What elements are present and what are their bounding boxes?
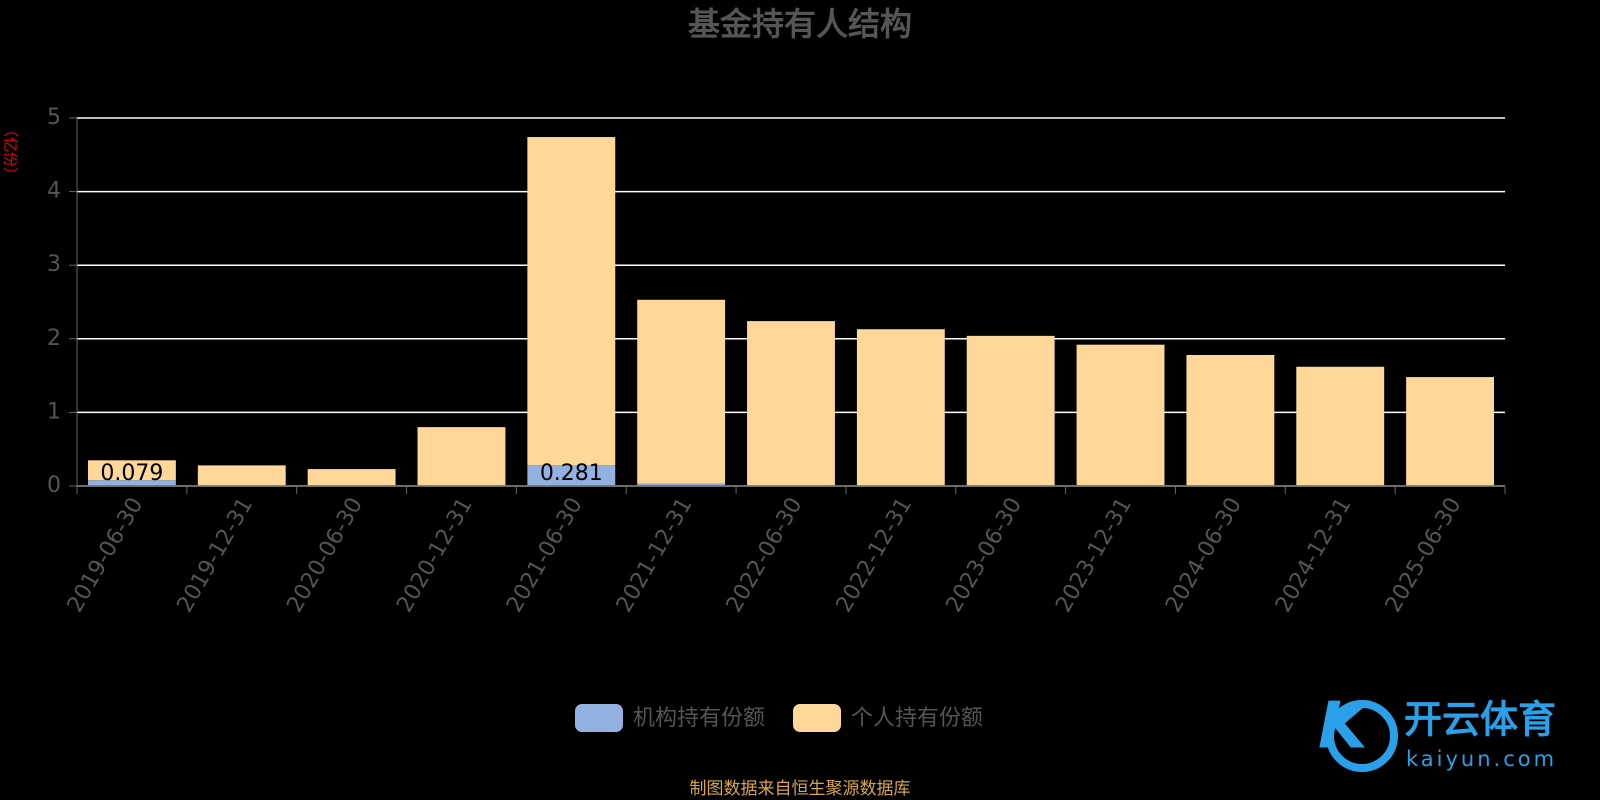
bar-segment (637, 483, 726, 486)
legend-swatch[interactable] (793, 704, 842, 732)
brand: 开云体育 (1404, 698, 1556, 742)
chart-title: 基金持有人结构 (688, 5, 912, 43)
y-tick-label: 4 (47, 179, 61, 204)
bar-segment (527, 137, 616, 466)
y-unit: （亿份） (2, 122, 20, 182)
source-note: 制图数据来自恒生聚源数据库 (690, 779, 911, 799)
logo-letter: K (1318, 690, 1372, 764)
data-label: 0.281 (540, 461, 603, 486)
bar-segment (1076, 344, 1165, 486)
legend-label[interactable]: 个人持有份额 (851, 706, 983, 731)
site: kaiyun.com (1406, 747, 1557, 771)
bar-segment (747, 321, 835, 486)
logo (1326, 700, 1398, 772)
bar-segment (966, 335, 1055, 486)
y-tick-label: 3 (47, 252, 61, 277)
y-tick-label: 2 (47, 326, 61, 351)
bar-segment (87, 460, 176, 481)
bar-segment (1406, 377, 1495, 486)
bar-segment (856, 329, 945, 486)
data-label: 0.079 (100, 461, 163, 486)
bar-segment (87, 480, 176, 486)
y-tick-label: 0 (47, 473, 61, 498)
bar-segment (197, 465, 286, 486)
bar-segment (1296, 366, 1385, 486)
bar-segment (527, 465, 616, 486)
y-tick-label: 5 (47, 105, 61, 130)
bar-segment (417, 427, 506, 486)
bar-segment (637, 299, 726, 484)
legend-swatch[interactable] (575, 704, 623, 732)
legend-label[interactable]: 机构持有份额 (633, 706, 765, 731)
bar-segment (307, 469, 396, 486)
y-tick-label: 1 (47, 399, 61, 424)
watermark: K 开云体育 kaiyun.com (1318, 690, 1557, 772)
bar-segment (1186, 354, 1275, 486)
